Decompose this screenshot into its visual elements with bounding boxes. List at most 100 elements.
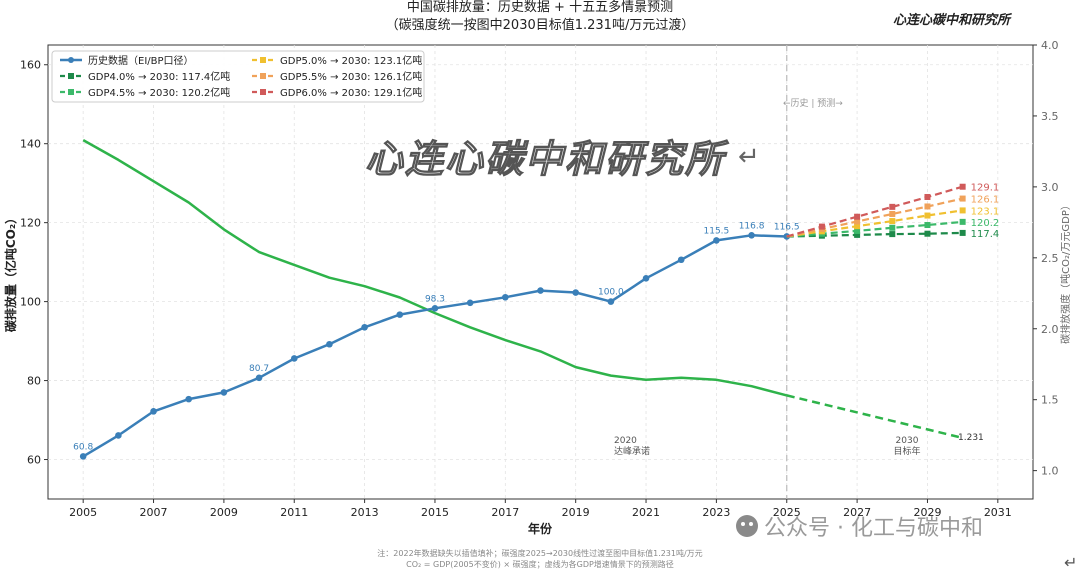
history-data-label: 98.3 xyxy=(425,294,445,304)
history-data-point xyxy=(783,233,791,240)
y2-tick-label: 3.0 xyxy=(1041,181,1059,194)
x-tick-label: 2021 xyxy=(632,506,660,519)
scenario-point-gdp55 xyxy=(889,210,896,217)
history-data-point xyxy=(607,298,615,305)
y-tick-label: 80 xyxy=(27,375,41,388)
legend-entry-label: GDP5.0% → 2030: 123.1亿吨 xyxy=(280,54,422,67)
legend-marker-scenario xyxy=(260,89,266,95)
y2-tick-label: 3.5 xyxy=(1041,110,1059,123)
scenario-point-gdp50 xyxy=(959,207,966,214)
wechat-badge: 公众号 · 化工与碳中和 xyxy=(736,515,983,541)
x-tick-label: 2029 xyxy=(913,506,941,519)
peak-annotation-text: 达峰承诺 xyxy=(614,445,650,457)
scenario-point-gdp60 xyxy=(959,183,966,190)
y2-tick-label: 1.5 xyxy=(1041,394,1059,407)
scenario-point-gdp50 xyxy=(854,223,861,230)
return-arrow-icon: ↵ xyxy=(738,142,760,172)
history-data-point xyxy=(326,340,333,348)
legend-entry-label: GDP4.5% → 2030: 120.2亿吨 xyxy=(88,86,230,99)
scenario-point-gdp55 xyxy=(959,195,966,202)
scenario-point-gdp60 xyxy=(818,223,825,230)
history-data-point xyxy=(502,293,509,301)
scenario-point-gdp45 xyxy=(854,227,861,234)
scenario-point-gdp45 xyxy=(889,224,896,231)
watermark-text: 心连心碳中和研究所 xyxy=(365,136,729,181)
scenario-point-gdp55 xyxy=(924,203,931,210)
history-data-point xyxy=(220,389,228,396)
chart-title: 中国碳排放量：历史数据 + 十五五多情景预测 xyxy=(407,0,673,15)
x-tick-label: 2031 xyxy=(984,506,1012,519)
history-data-point xyxy=(185,395,193,403)
history-data-point xyxy=(361,323,368,331)
footnote-line-1: 注：2022年数据缺失以插值填补；碳强度2025→2030线性过渡至图中目标值1… xyxy=(377,548,702,558)
scenario-point-gdp60 xyxy=(924,193,931,200)
legend-entry-label: GDP5.5% → 2030: 126.1亿吨 xyxy=(280,70,422,83)
y2-tick-label: 2.0 xyxy=(1041,323,1059,336)
y-tick-label: 60 xyxy=(27,454,41,467)
x-tick-label: 2013 xyxy=(351,506,379,519)
y2-axis-label: 碳排放强度（吨CO₂/万元GDP） xyxy=(1059,200,1072,344)
intensity-projection-line xyxy=(786,394,963,440)
back-arrow-icon[interactable]: ↵ xyxy=(1064,553,1077,571)
target-annotation-year: 2030 xyxy=(896,436,919,446)
scenario-point-gdp55 xyxy=(854,218,861,225)
history-data-label: 60.8 xyxy=(73,442,93,452)
scenario-line-gdp55 xyxy=(786,197,963,238)
intensity-end-label: 1.231 xyxy=(958,433,984,443)
legend: 历史数据（EI/BP口径） GDP4.0% → 2030: 117.4亿吨 GDP4… xyxy=(51,50,425,103)
wechat-icon-eye-right xyxy=(749,522,753,526)
x-tick-label: 2017 xyxy=(491,506,519,519)
history-data-point xyxy=(79,453,87,460)
x-tick-label: 2019 xyxy=(562,506,590,519)
history-data-point xyxy=(290,355,298,362)
scenario-point-gdp40 xyxy=(854,231,861,238)
legend-entry-label: GDP4.0% → 2030: 117.4亿吨 xyxy=(88,70,230,83)
legend-box xyxy=(51,50,425,103)
scenario-line-gdp50 xyxy=(786,209,963,238)
scenario-line-gdp60 xyxy=(786,185,963,238)
history-data-label: 116.5 xyxy=(774,222,800,232)
brand-label: 心连心碳中和研究所 xyxy=(893,12,1013,28)
wechat-account-label: 公众号 · 化工与碳中和 xyxy=(764,516,983,541)
history-data-point xyxy=(537,287,544,294)
history-data-label: 115.5 xyxy=(704,226,730,236)
y-tick-label: 160 xyxy=(20,59,41,72)
scenario-point-gdp50 xyxy=(924,212,931,219)
scenario-point-gdp60 xyxy=(889,203,896,210)
plot-area xyxy=(47,44,1034,500)
y2-tick-label: 4.0 xyxy=(1041,39,1059,52)
legend-marker-scenario xyxy=(68,73,74,79)
history-data-point xyxy=(115,432,122,439)
x-tick-label: 2015 xyxy=(421,506,449,519)
target-annotation-text: 目标年 xyxy=(893,445,920,457)
history-data-point xyxy=(713,237,720,244)
legend-entry-label: 历史数据（EI/BP口径） xyxy=(88,54,194,67)
scenario-point-gdp40 xyxy=(959,229,966,236)
x-tick-label: 2023 xyxy=(702,506,730,519)
y2-tick-label: 2.5 xyxy=(1041,252,1059,265)
y2-tick-label: 1.0 xyxy=(1041,465,1059,478)
y-tick-label: 100 xyxy=(20,296,41,309)
wechat-icon-eye-left xyxy=(741,522,745,526)
legend-marker-scenario xyxy=(260,73,266,79)
history-data-label: 80.7 xyxy=(249,364,269,374)
footnote-line-2: CO₂ = GDP(2005不变价) × 碳强度；虚线为各GDP增速情景下的预测… xyxy=(406,559,674,569)
divider-label: ←历史 | 预测→ xyxy=(783,97,843,109)
scenario-point-gdp50 xyxy=(889,218,896,225)
scenario-point-gdp60 xyxy=(854,213,861,220)
y-axis-label: 碳排放量（亿吨CO₂） xyxy=(3,212,18,332)
history-data-point xyxy=(431,305,439,312)
x-tick-label: 2011 xyxy=(280,506,308,519)
scenario-point-gdp40 xyxy=(924,230,931,237)
x-tick-label: 2007 xyxy=(140,506,168,519)
scenario-point-gdp45 xyxy=(959,218,966,225)
history-data-point xyxy=(150,408,157,415)
wechat-icon xyxy=(736,515,758,537)
x-tick-label: 2025 xyxy=(773,506,801,519)
scenario-point-gdp45 xyxy=(924,222,931,229)
history-data-point xyxy=(677,256,685,264)
history-data-point xyxy=(255,374,263,382)
history-data-point xyxy=(748,231,755,239)
x-tick-label: 2027 xyxy=(843,506,871,519)
